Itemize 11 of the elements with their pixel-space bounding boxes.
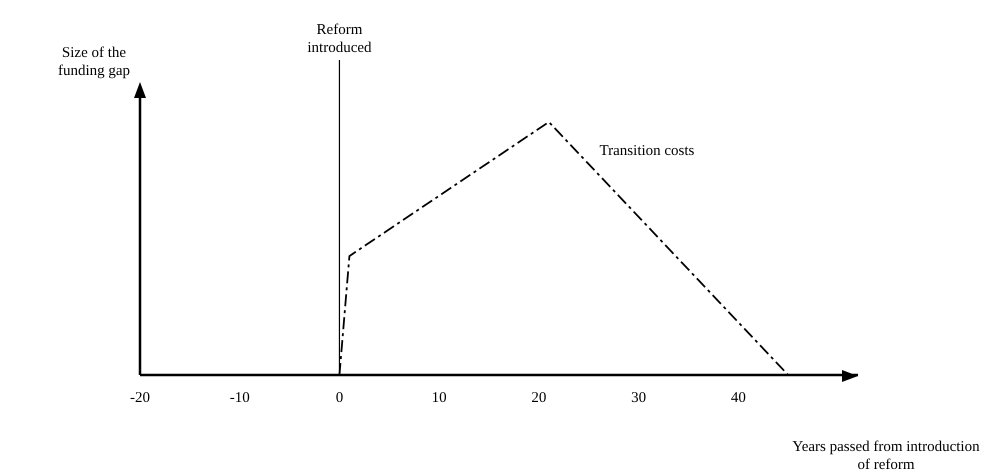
x-tick-label: -10: [230, 390, 250, 406]
ref-line-label: Reform introduced: [307, 22, 372, 56]
x-tick-label: -20: [130, 390, 150, 406]
x-tick-label: 40: [730, 390, 746, 406]
x-tick-label: 30: [631, 390, 646, 406]
x-tick-label: 0: [336, 390, 344, 406]
y-axis-title: Size of the funding gap: [56, 44, 132, 80]
x-tick-label: 10: [432, 390, 447, 406]
x-tick-label: 20: [531, 390, 546, 406]
annotation: Transition costs: [600, 143, 695, 159]
x-axis-title: Years passed from introduction of reform: [791, 438, 981, 474]
